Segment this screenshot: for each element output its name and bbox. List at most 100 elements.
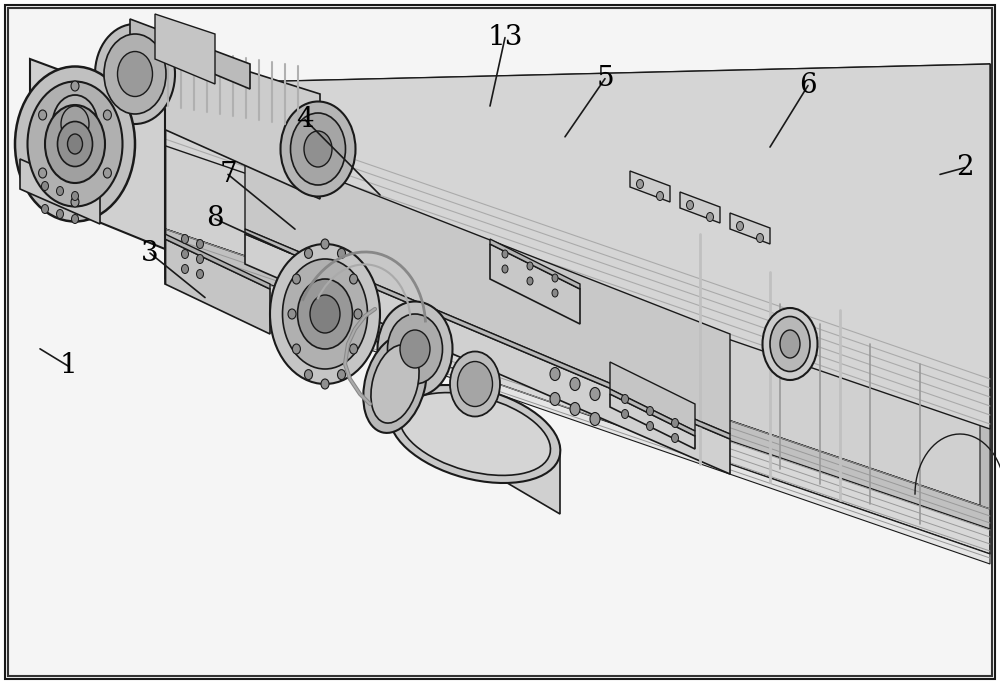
Ellipse shape bbox=[686, 200, 694, 209]
Ellipse shape bbox=[56, 209, 64, 218]
Ellipse shape bbox=[550, 393, 560, 406]
Ellipse shape bbox=[736, 222, 744, 231]
Ellipse shape bbox=[338, 369, 346, 380]
Polygon shape bbox=[390, 354, 560, 514]
Text: 2: 2 bbox=[956, 154, 974, 181]
Ellipse shape bbox=[706, 213, 714, 222]
Polygon shape bbox=[130, 19, 250, 89]
Ellipse shape bbox=[570, 402, 580, 415]
Ellipse shape bbox=[550, 367, 560, 380]
Ellipse shape bbox=[763, 308, 818, 380]
Text: 1: 1 bbox=[59, 352, 77, 380]
Ellipse shape bbox=[292, 274, 300, 284]
Ellipse shape bbox=[458, 362, 492, 406]
Polygon shape bbox=[165, 64, 990, 509]
Ellipse shape bbox=[552, 289, 558, 297]
Ellipse shape bbox=[590, 388, 600, 401]
Polygon shape bbox=[610, 362, 695, 431]
Polygon shape bbox=[160, 64, 990, 429]
Ellipse shape bbox=[637, 179, 644, 189]
Ellipse shape bbox=[45, 105, 105, 183]
Polygon shape bbox=[980, 64, 990, 509]
Polygon shape bbox=[130, 34, 320, 199]
Ellipse shape bbox=[622, 395, 629, 404]
Polygon shape bbox=[490, 244, 580, 324]
Polygon shape bbox=[245, 229, 730, 439]
Ellipse shape bbox=[378, 302, 452, 397]
Ellipse shape bbox=[570, 378, 580, 391]
Ellipse shape bbox=[290, 113, 346, 185]
Ellipse shape bbox=[371, 345, 419, 423]
Ellipse shape bbox=[757, 233, 764, 243]
Text: 13: 13 bbox=[487, 24, 523, 51]
Ellipse shape bbox=[104, 34, 166, 114]
Polygon shape bbox=[245, 234, 730, 474]
Ellipse shape bbox=[321, 379, 329, 389]
Polygon shape bbox=[610, 389, 695, 436]
Ellipse shape bbox=[103, 168, 111, 178]
Ellipse shape bbox=[400, 330, 430, 368]
Ellipse shape bbox=[646, 421, 654, 430]
Polygon shape bbox=[165, 239, 270, 334]
Ellipse shape bbox=[288, 309, 296, 319]
Ellipse shape bbox=[321, 239, 329, 249]
Ellipse shape bbox=[15, 66, 135, 222]
Text: 8: 8 bbox=[206, 205, 224, 233]
Ellipse shape bbox=[68, 134, 82, 154]
Polygon shape bbox=[680, 192, 720, 223]
Polygon shape bbox=[165, 229, 990, 529]
Ellipse shape bbox=[71, 81, 79, 91]
Ellipse shape bbox=[28, 81, 122, 207]
Polygon shape bbox=[245, 144, 730, 434]
Ellipse shape bbox=[182, 250, 188, 259]
Ellipse shape bbox=[72, 215, 78, 224]
Ellipse shape bbox=[56, 187, 64, 196]
Ellipse shape bbox=[196, 269, 204, 278]
Ellipse shape bbox=[350, 344, 358, 354]
Polygon shape bbox=[5, 5, 995, 679]
Text: 4: 4 bbox=[296, 106, 314, 133]
Ellipse shape bbox=[39, 110, 47, 120]
Ellipse shape bbox=[502, 265, 508, 273]
Polygon shape bbox=[630, 171, 670, 202]
Text: 5: 5 bbox=[596, 65, 614, 92]
Ellipse shape bbox=[400, 393, 550, 475]
Polygon shape bbox=[490, 239, 580, 289]
Polygon shape bbox=[730, 213, 770, 244]
Ellipse shape bbox=[304, 131, 332, 167]
Text: 7: 7 bbox=[219, 161, 237, 188]
Polygon shape bbox=[165, 234, 270, 289]
Ellipse shape bbox=[61, 106, 89, 142]
Ellipse shape bbox=[270, 244, 380, 384]
Ellipse shape bbox=[52, 95, 98, 153]
Text: 6: 6 bbox=[799, 72, 817, 99]
Ellipse shape bbox=[590, 412, 600, 425]
Ellipse shape bbox=[196, 254, 204, 263]
Ellipse shape bbox=[450, 352, 500, 417]
Ellipse shape bbox=[770, 317, 810, 371]
Ellipse shape bbox=[298, 279, 352, 349]
Ellipse shape bbox=[182, 235, 188, 244]
Ellipse shape bbox=[118, 51, 152, 96]
Ellipse shape bbox=[95, 24, 175, 124]
Ellipse shape bbox=[196, 239, 204, 248]
Ellipse shape bbox=[182, 265, 188, 274]
Ellipse shape bbox=[527, 277, 533, 285]
Ellipse shape bbox=[42, 181, 48, 191]
Ellipse shape bbox=[646, 406, 654, 415]
Polygon shape bbox=[155, 14, 215, 84]
Ellipse shape bbox=[280, 101, 356, 196]
Ellipse shape bbox=[42, 205, 48, 213]
Ellipse shape bbox=[338, 248, 346, 259]
Ellipse shape bbox=[292, 344, 300, 354]
Ellipse shape bbox=[656, 192, 664, 200]
Ellipse shape bbox=[363, 335, 427, 433]
Ellipse shape bbox=[390, 385, 560, 483]
Ellipse shape bbox=[350, 274, 358, 284]
Ellipse shape bbox=[283, 259, 368, 369]
Ellipse shape bbox=[388, 314, 442, 384]
Polygon shape bbox=[165, 229, 990, 554]
Text: 3: 3 bbox=[141, 239, 159, 267]
Polygon shape bbox=[165, 269, 990, 564]
Ellipse shape bbox=[552, 274, 558, 282]
